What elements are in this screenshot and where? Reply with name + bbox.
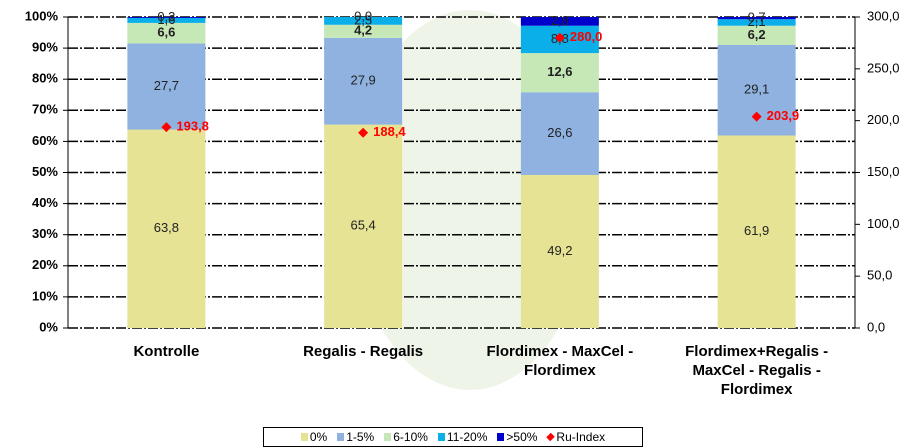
legend-swatch xyxy=(546,432,556,442)
marker xyxy=(751,111,762,122)
bar-segment xyxy=(717,135,796,328)
bar-segment xyxy=(324,124,403,328)
legend-label: Ru-Index xyxy=(556,430,606,444)
data-label: 27,9 xyxy=(350,73,375,88)
legend-label: >50% xyxy=(506,430,538,444)
data-label: 26,6 xyxy=(547,125,572,140)
data-label: 4,2 xyxy=(354,23,372,38)
bar-segment xyxy=(127,17,206,18)
legend-label: 0% xyxy=(309,430,328,444)
data-label: 203,9 xyxy=(767,108,800,123)
y-tick-label: 60% xyxy=(32,133,58,148)
data-label: 27,7 xyxy=(154,78,179,93)
legend-swatch xyxy=(384,433,392,441)
marker xyxy=(554,32,565,43)
legend-swatch xyxy=(337,433,345,441)
data-label: 188,4 xyxy=(373,124,406,139)
legend-item: 0% xyxy=(300,430,328,444)
y2-tick-label: 200,0 xyxy=(867,112,900,127)
bar-segment xyxy=(324,37,403,125)
bar-segment xyxy=(520,92,599,175)
data-label: 0,7 xyxy=(748,10,766,25)
y2-tick-label: 150,0 xyxy=(867,164,900,179)
bar-segment xyxy=(324,24,403,38)
data-label: 0,3 xyxy=(157,9,175,24)
y2-tick-label: 250,0 xyxy=(867,60,900,75)
y2-tick-label: 0,0 xyxy=(867,319,885,334)
legend-item: >50% xyxy=(497,430,537,444)
legend-item: 6-10% xyxy=(384,430,428,444)
bar-segment xyxy=(324,17,403,25)
bar-segment xyxy=(520,174,599,328)
legend: 0% 1-5% 6-10% 11-20% >50% Ru-Index xyxy=(263,427,643,447)
y-tick-label: 20% xyxy=(32,257,58,272)
data-label: 2,8 xyxy=(551,13,569,28)
bar-segment xyxy=(717,17,796,20)
data-label: 2,5 xyxy=(354,12,372,27)
bar-segment xyxy=(717,25,796,45)
data-label: 29,1 xyxy=(744,82,769,97)
marker xyxy=(161,122,172,133)
bar-segment xyxy=(520,17,599,26)
y2-tick-label: 50,0 xyxy=(867,268,892,283)
marker xyxy=(358,127,369,138)
y2-tick-label: 100,0 xyxy=(867,216,900,231)
y-tick-label: 10% xyxy=(32,288,58,303)
x-tick-label: Flordimex+Regalis - MaxCel - Regalis - F… xyxy=(685,343,829,398)
legend-swatch xyxy=(497,433,505,441)
bar-segment xyxy=(520,53,599,93)
bar-segment xyxy=(127,129,206,328)
bar-segment xyxy=(127,17,206,23)
legend-swatch xyxy=(300,433,308,441)
legend-item: 1-5% xyxy=(337,430,374,444)
y-tick-label: 80% xyxy=(32,71,58,86)
y-tick-label: 40% xyxy=(32,195,58,210)
x-tick-label: Regalis - Regalis xyxy=(303,343,424,360)
data-label: 1,6 xyxy=(157,12,175,27)
data-label: 0,0 xyxy=(354,8,372,23)
y-tick-label: 90% xyxy=(32,40,58,55)
data-label: 49,2 xyxy=(547,243,572,258)
bar-segment xyxy=(717,19,796,26)
legend-item: Ru-Index xyxy=(546,430,606,444)
data-label: 6,6 xyxy=(157,25,175,40)
bar-segment xyxy=(127,43,206,130)
data-label: 12,6 xyxy=(547,64,572,79)
legend-swatch xyxy=(437,433,445,441)
x-tick-label: Kontrolle xyxy=(133,343,200,360)
data-label: 63,8 xyxy=(154,220,179,235)
legend-label: 6-10% xyxy=(393,430,428,444)
data-label: 280,0 xyxy=(570,29,603,44)
y-tick-label: 30% xyxy=(32,226,58,241)
legend-label: 11-20% xyxy=(446,430,488,444)
x-tick-label: Flordimex - MaxCel - Flordimex xyxy=(486,343,634,379)
data-label: 65,4 xyxy=(350,218,375,233)
legend-item: 11-20% xyxy=(437,430,488,444)
y-tick-label: 0% xyxy=(39,319,58,334)
y-tick-label: 50% xyxy=(32,164,58,179)
y-tick-label: 100% xyxy=(25,8,59,23)
y2-tick-label: 300,0 xyxy=(867,8,900,23)
bar-segment xyxy=(127,22,206,44)
legend-label: 1-5% xyxy=(346,430,375,444)
data-label: 193,8 xyxy=(176,119,209,134)
data-label: 6,2 xyxy=(748,27,766,42)
y-tick-label: 70% xyxy=(32,102,58,117)
data-label: 61,9 xyxy=(744,223,769,238)
